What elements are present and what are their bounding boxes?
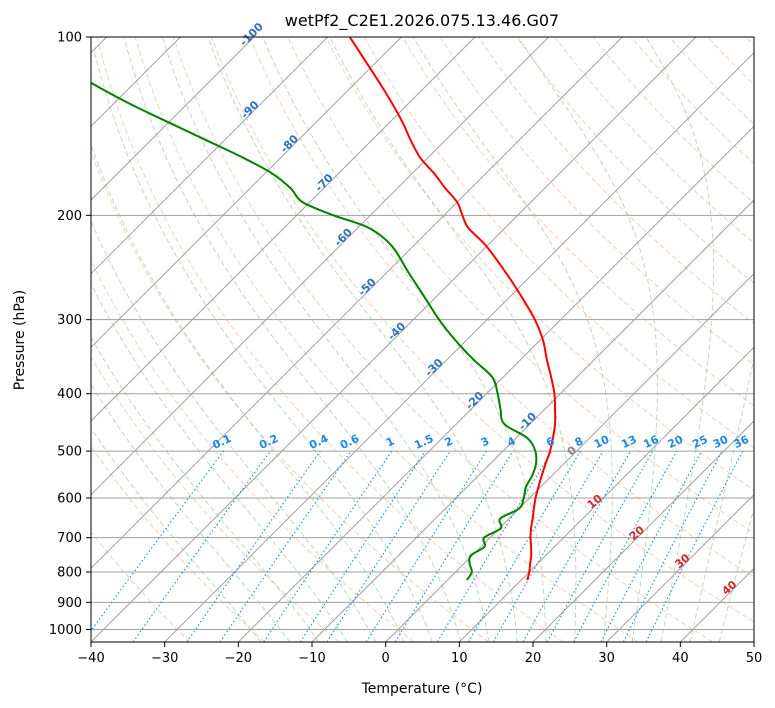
y-axis: 100 200 300 400 500 600 700 800 900 1000 [49,31,91,638]
dry-adiabat [96,37,564,642]
isotherm-line [532,420,754,642]
mixing-ratio-line [326,450,451,642]
isotherm-line [91,37,255,201]
dewpoint-profile-line [91,81,538,581]
dry-adiabat [91,445,265,642]
isotherm-line [91,37,329,275]
x-tick-label: 40 [672,651,689,666]
mixing-ratio-label: 13 [619,433,638,451]
plot-area [91,37,754,642]
moist-adiabat [689,355,754,642]
mixing-ratio-label: 20 [666,433,686,451]
chart-title: wetPf2_C2E1.2026.075.13.46.G07 [285,11,559,31]
mixing-ratio-line [522,450,631,642]
isotherm-line [237,125,754,642]
moist-adiabat [718,506,754,642]
dry-adiabat [172,37,713,642]
x-tick-label: 50 [746,651,763,666]
moist-adiabat [93,51,433,642]
moist-adiabat [91,427,262,642]
isotherm-line [91,37,623,570]
grid-layer [91,37,754,642]
isotherm-line [164,51,754,642]
x-tick-label: −20 [225,651,252,666]
moist-adiabat [91,220,377,642]
y-tick-label: 100 [57,31,82,46]
mixing-ratio-line [573,450,678,642]
moist-adiabat [645,37,715,642]
dry-adiabat [401,37,754,407]
moist-adiabat [123,37,462,642]
y-tick-label: 800 [57,566,82,581]
moist-adiabat [161,37,490,642]
isotherm-line [458,346,754,642]
x-tick-label: 20 [525,651,542,666]
x-tick-label: 0 [382,651,390,666]
x-tick-label: −30 [151,651,178,666]
dry-adiabat [91,356,340,642]
y-tick-label: 200 [57,209,82,224]
y-tick-label: 700 [57,531,82,546]
dry-adiabat [249,37,754,578]
x-tick-label: −10 [298,651,325,666]
isotherm-line [91,37,402,349]
mixing-ratio-line [186,450,321,642]
dry-adiabat [440,37,754,366]
mixing-ratio-label: 30 [711,433,731,451]
y-tick-label: 600 [57,492,82,507]
moist-adiabat [412,37,613,642]
y-tick-label: 1000 [49,623,82,638]
mixing-ratio-label: 16 [641,433,661,451]
mixing-ratio-line [91,450,224,632]
y-tick-label: 400 [57,387,82,402]
isotherm-line [385,272,754,642]
dry-adiabat [516,37,754,284]
mixing-ratio-line [645,450,744,642]
dry-adiabat [91,531,191,642]
mixing-ratio-line [394,450,514,642]
x-axis-label: Temperature (°C) [361,681,483,697]
dry-adiabat [325,37,754,491]
dry-adiabat [211,37,754,623]
mixing-ratio-line [546,450,654,642]
moist-adiabat [91,142,405,642]
x-tick-label: 30 [598,651,615,666]
dry-adiabat [91,150,489,642]
isotherm-line [311,199,754,642]
mixing-ratio-label: 25 [690,433,709,451]
x-axis: −40 −30 −20 −10 0 10 20 30 40 50 [77,642,762,666]
y-axis-label: Pressure (hPa) [12,290,28,390]
isotherm-line [606,493,754,642]
mixing-ratio-line [299,450,426,642]
moist-adiabat [517,37,658,642]
dry-adiabat [134,37,639,642]
y-tick-label: 300 [57,313,82,328]
mixing-ratio-line [219,450,352,642]
y-tick-label: 500 [57,445,82,460]
x-tick-label: −40 [77,651,104,666]
moist-adiabat [91,282,348,642]
plot-frame [90,36,755,643]
isotherm-line [91,37,697,642]
mixing-ratio-line [132,450,271,642]
temperature-profile-line [348,37,557,581]
mixing-ratio-line [263,450,393,642]
series-layer [91,37,557,581]
moist-adiabat [207,37,518,642]
isotherm-line [91,37,476,422]
mixing-ratio-label: 36 [732,433,752,451]
y-tick-label: 900 [57,596,82,611]
x-tick-label: 10 [451,651,468,666]
mixing-ratio-label: 10 [592,433,612,451]
isotherm-line [91,37,550,496]
